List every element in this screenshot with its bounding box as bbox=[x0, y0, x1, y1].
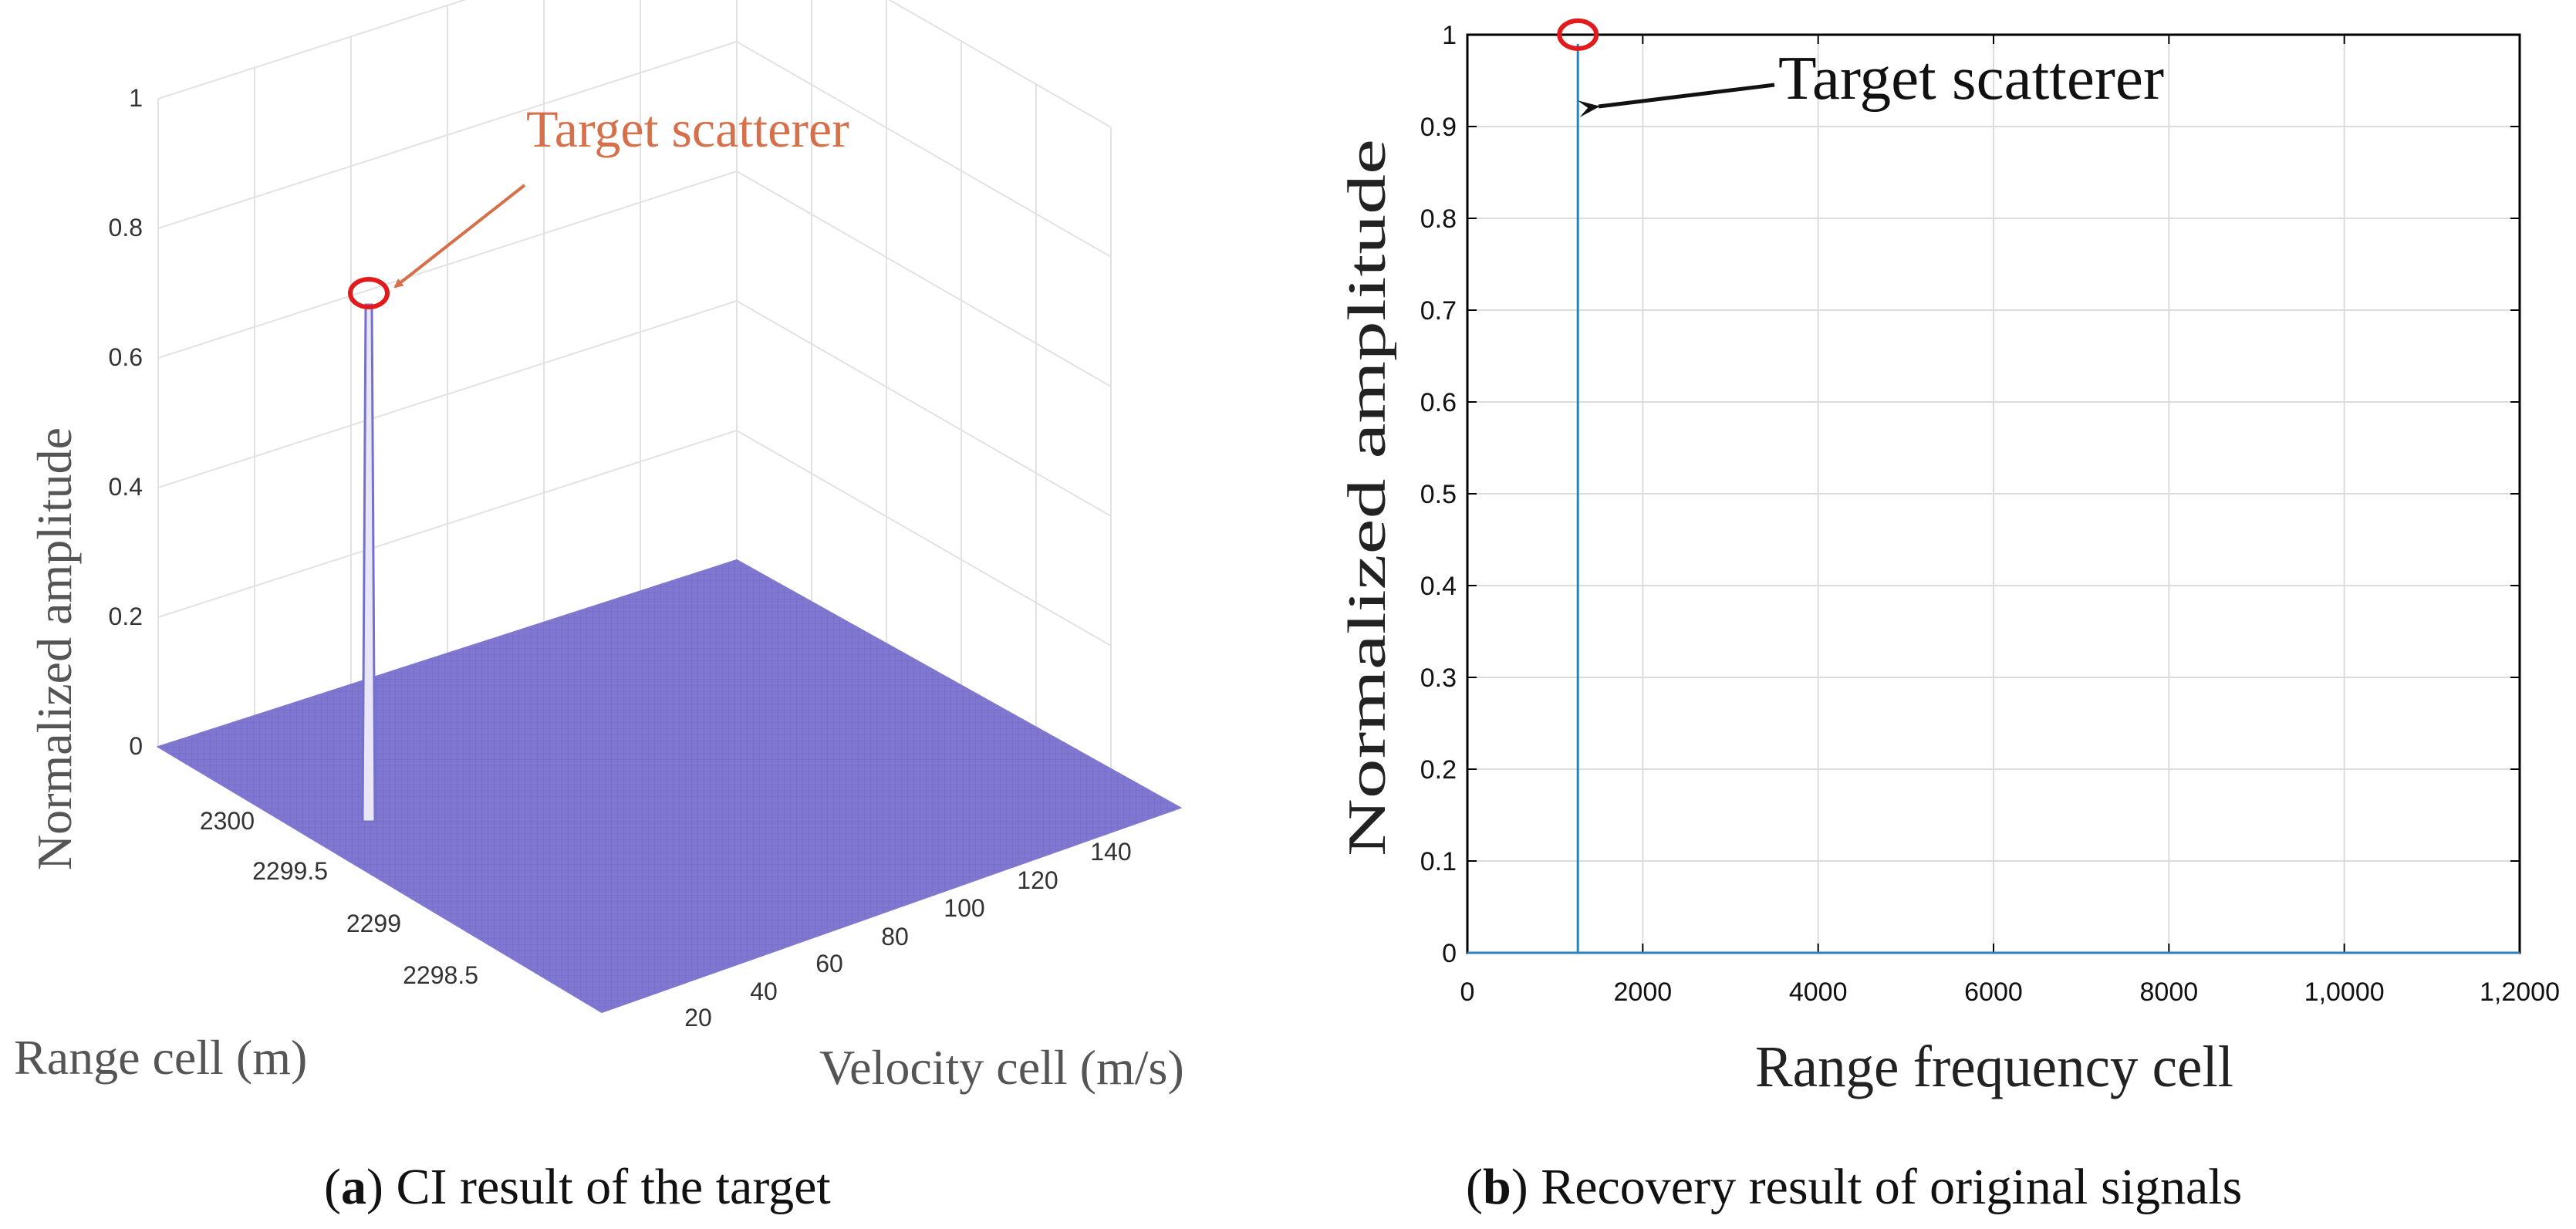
z-tick-label: 0.6 bbox=[109, 343, 143, 371]
panel-a-annotation: Target scatterer bbox=[526, 100, 849, 158]
panel-b-y-ticks: 0 0.1 0.2 0.3 0.4 0.5 0.6 0.7 0.8 0.9 1 bbox=[1420, 21, 1457, 968]
x-tick-label: 4000 bbox=[1789, 977, 1848, 1007]
panel-a-z-ticks: 0 0.2 0.4 0.6 0.8 1 bbox=[109, 84, 143, 760]
y-tick-label: 0.3 bbox=[1420, 663, 1457, 693]
range-tick-label: 2300 bbox=[200, 807, 255, 835]
caption-b-text: Recovery result of original signals bbox=[1528, 1159, 2243, 1215]
panel-b-series-line bbox=[1467, 43, 2520, 954]
caption-b-label: b bbox=[1483, 1159, 1511, 1215]
panel-b-grid bbox=[1467, 34, 2520, 954]
caption-b: (b) Recovery result of original signals bbox=[1466, 1159, 2242, 1215]
y-tick-label: 0.1 bbox=[1420, 847, 1457, 876]
caption-a: (a) CI result of the target bbox=[324, 1159, 831, 1215]
panel-a-peak-spike bbox=[361, 303, 376, 823]
x-tick-label: 1,2000 bbox=[2480, 977, 2560, 1007]
z-tick-label: 0.2 bbox=[109, 603, 143, 630]
velocity-tick-label: 40 bbox=[750, 977, 778, 1005]
y-tick-label: 0.2 bbox=[1420, 755, 1457, 785]
y-tick-label: 0.8 bbox=[1420, 204, 1457, 234]
y-tick-label: 0.4 bbox=[1420, 572, 1457, 601]
panel-b-y-axis-label: Normalized amplitude bbox=[1338, 139, 1397, 856]
panel-b-annotation-arrow bbox=[1577, 83, 1775, 118]
panel-a-y-axis-label: Velocity cell (m/s) bbox=[819, 1040, 1184, 1095]
caption-a-text: CI result of the target bbox=[383, 1159, 831, 1215]
range-tick-label: 2299.5 bbox=[252, 857, 328, 885]
panel-a-annotation-arrow bbox=[393, 184, 526, 289]
z-tick-label: 1 bbox=[129, 84, 143, 112]
x-tick-label: 1,0000 bbox=[2304, 977, 2385, 1007]
z-tick-label: 0.4 bbox=[109, 473, 143, 501]
x-tick-label: 0 bbox=[1460, 977, 1475, 1007]
panel-b-peak-marker bbox=[1557, 18, 1599, 51]
panel-b-x-ticks: 0 2000 4000 6000 8000 1,0000 1,2000 bbox=[1460, 977, 2560, 1007]
y-tick-label: 0.7 bbox=[1420, 296, 1457, 326]
panel-a-velocity-ticks: 20 40 60 80 100 120 140 bbox=[684, 838, 1131, 1031]
x-tick-label: 6000 bbox=[1964, 977, 2023, 1007]
panel-a-z-axis-label: Normalized amplitude bbox=[27, 427, 82, 870]
panel-b-annotation: Target scatterer bbox=[1778, 45, 2164, 113]
velocity-tick-label: 100 bbox=[944, 894, 984, 922]
z-tick-label: 0 bbox=[129, 732, 143, 760]
x-tick-label: 2000 bbox=[1614, 977, 1673, 1007]
velocity-tick-label: 140 bbox=[1090, 838, 1131, 866]
velocity-tick-label: 80 bbox=[881, 923, 909, 950]
y-tick-label: 1 bbox=[1442, 21, 1457, 50]
y-tick-label: 0.6 bbox=[1420, 388, 1457, 417]
velocity-tick-label: 20 bbox=[684, 1004, 712, 1031]
y-tick-label: 0.5 bbox=[1420, 480, 1457, 509]
y-tick-label: 0 bbox=[1442, 939, 1457, 968]
panel-a-x-axis-label: Range cell (m) bbox=[14, 1030, 307, 1085]
panel-b-x-axis-label: Range frequency cell bbox=[1755, 1035, 2233, 1099]
panel-a-surface bbox=[156, 559, 1183, 1014]
panel-b-line-plot: 0 2000 4000 6000 8000 1,0000 1,2000 0 0.1 0.2 0.3… bbox=[1338, 18, 2560, 1099]
velocity-tick-label: 60 bbox=[815, 950, 843, 977]
velocity-tick-label: 120 bbox=[1017, 866, 1058, 894]
caption-a-label: a bbox=[341, 1159, 366, 1215]
x-tick-label: 8000 bbox=[2140, 977, 2199, 1007]
z-tick-label: 0.8 bbox=[109, 214, 143, 241]
range-tick-label: 2299 bbox=[346, 910, 401, 937]
panel-a-grid bbox=[157, 0, 1112, 776]
panel-a-peak-marker bbox=[348, 277, 390, 309]
range-tick-label: 2298.5 bbox=[403, 961, 478, 989]
y-tick-label: 0.9 bbox=[1420, 113, 1457, 142]
